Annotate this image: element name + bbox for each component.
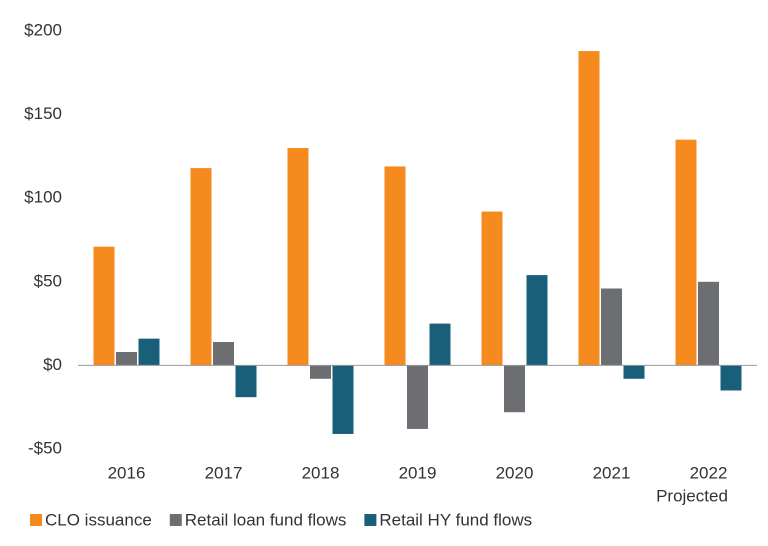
x-tick-label: 2016 — [108, 463, 146, 482]
bar — [429, 323, 451, 366]
legend-swatch — [30, 514, 42, 526]
bar — [116, 352, 137, 366]
y-tick-label: $100 — [24, 188, 62, 207]
bar — [481, 211, 503, 366]
x-tick-label: 2019 — [399, 463, 437, 482]
legend-swatch — [364, 514, 377, 526]
x-tick-label: 2017 — [205, 463, 243, 482]
y-tick-label: $150 — [24, 104, 62, 123]
bar — [601, 288, 622, 366]
bar — [235, 365, 257, 398]
bar — [578, 51, 600, 366]
x-tick-label: 2020 — [496, 463, 534, 482]
bar — [310, 365, 331, 379]
bar — [526, 275, 548, 366]
bar — [698, 281, 719, 366]
bar — [93, 246, 115, 366]
bar — [213, 341, 234, 366]
y-tick-label: $0 — [43, 355, 62, 374]
bar — [407, 365, 428, 429]
category-note: Projected — [656, 486, 728, 505]
y-tick-label: -$50 — [28, 438, 62, 457]
legend-label: Retail loan fund flows — [185, 510, 347, 529]
bar — [675, 139, 697, 366]
legend-swatch — [169, 514, 182, 526]
bar — [720, 365, 742, 391]
x-tick-label: 2018 — [302, 463, 340, 482]
bar — [287, 148, 309, 366]
bar — [384, 166, 406, 366]
y-tick-label: $50 — [34, 271, 62, 290]
x-tick-label: 2022 — [690, 463, 728, 482]
legend-label: CLO issuance — [45, 510, 152, 529]
bar — [332, 365, 354, 434]
bar — [504, 365, 525, 413]
x-tick-label: 2021 — [593, 463, 631, 482]
y-tick-label: $200 — [24, 20, 62, 39]
bar — [623, 365, 645, 379]
bar — [190, 168, 212, 366]
bar — [138, 338, 160, 366]
legend-label: Retail HY fund flows — [379, 510, 532, 529]
